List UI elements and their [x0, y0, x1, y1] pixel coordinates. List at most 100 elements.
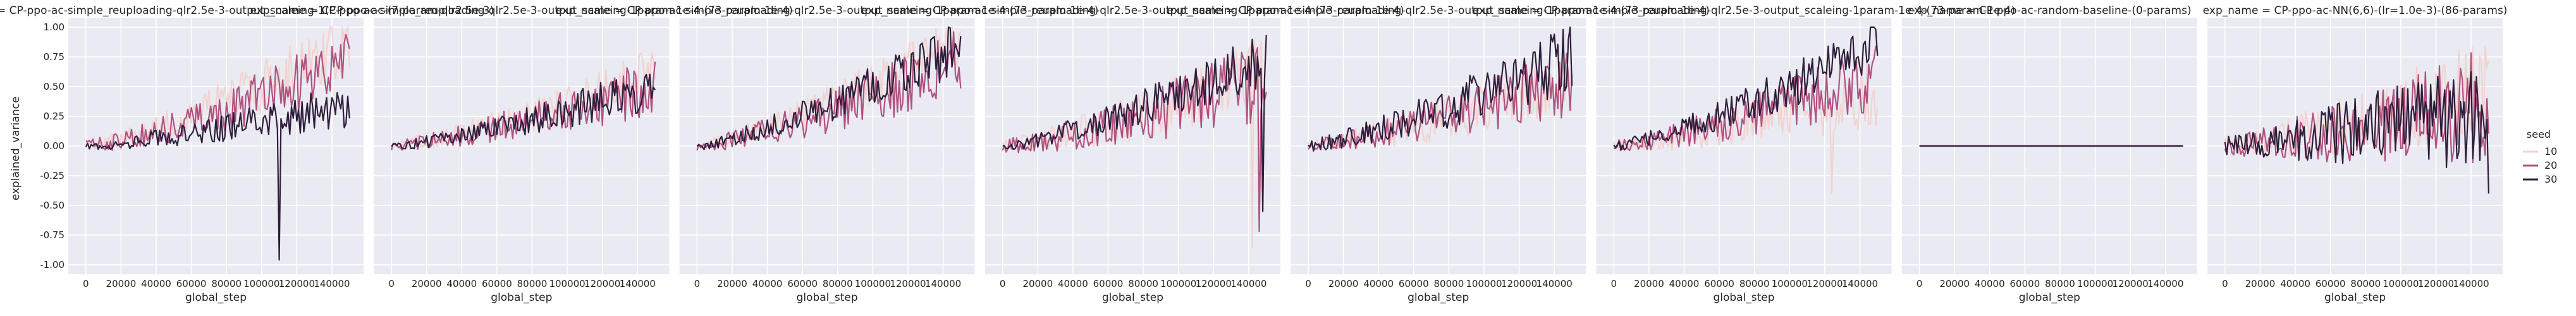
facet-panel: 0 20000 40000 60000 80000 100000120000140000g… — [861, 4, 1404, 304]
x-tick-label: 60000 — [1399, 278, 1429, 289]
x-axis-label: global_step — [1408, 291, 1469, 304]
x-tick-label: 80000 — [211, 278, 242, 289]
x-tick-label: 120000 — [584, 278, 620, 289]
panel-title: exp_name = CP-ppo-ac-simple_reuploading-… — [1473, 4, 2015, 17]
x-tick-label: 120000 — [890, 278, 926, 289]
series-line-seed-20 — [1002, 47, 1267, 233]
legend: seed 10 20 30 — [2523, 128, 2557, 185]
panel-title: exp_name = CP-ppo-ac-NN(6,6)-(lr=1.0e-3)… — [2203, 4, 2508, 17]
x-tick-label: 0 — [1611, 278, 1617, 289]
y-tick-label: 1.00 — [44, 21, 64, 33]
facet-panel: 0 20000 40000 60000 80000 100000120000140000g… — [1901, 4, 2197, 304]
series-line-seed-30 — [2224, 71, 2489, 194]
x-tick-label: 120000 — [1501, 278, 1537, 289]
x-tick-label: 60000 — [1704, 278, 1734, 289]
series-line-seed-20 — [391, 61, 656, 151]
x-tick-label: 140000 — [2453, 278, 2489, 289]
x-tick-label: 100000 — [2077, 278, 2113, 289]
x-tick-label: 100000 — [855, 278, 891, 289]
x-tick-label: 140000 — [1536, 278, 1573, 289]
panel-title: exp_name = CP-ppo-ac-simple_reuploading-… — [250, 4, 793, 17]
x-tick-label: 140000 — [1842, 278, 1878, 289]
x-tick-label: 40000 — [446, 278, 477, 289]
x-tick-label: 120000 — [279, 278, 315, 289]
panel-title: exp_name = CP-ppo-ac-random-baseline-(0-… — [1908, 4, 2192, 17]
x-tick-label: 60000 — [2010, 278, 2040, 289]
panel-title: exp_name = CP-ppo-ac-simple_reuploading-… — [1167, 4, 1710, 17]
y-tick-label: -0.25 — [40, 170, 64, 181]
x-tick-label: 80000 — [1128, 278, 1158, 289]
series-line-seed-20 — [696, 31, 962, 151]
x-tick-label: 100000 — [243, 278, 279, 289]
legend-entries: 10 20 30 — [2523, 145, 2557, 185]
x-tick-label: 0 — [1000, 278, 1006, 289]
x-tick-label: 140000 — [925, 278, 961, 289]
x-tick-label: 20000 — [1328, 278, 1359, 289]
x-axis-label: global_step — [1713, 291, 1774, 304]
y-tick-label: -0.50 — [40, 200, 64, 211]
x-tick-label: 100000 — [1772, 278, 1808, 289]
x-tick-label: 0 — [1917, 278, 1923, 289]
facet-panel: 0 20000 40000 60000 80000 100000120000140000g… — [250, 4, 793, 304]
facet-panel: 0 20000 40000 60000 80000 100000120000140000g… — [556, 4, 1098, 304]
x-tick-label: 40000 — [1363, 278, 1394, 289]
y-tick-label: 0.25 — [44, 111, 64, 122]
series-line-seed-20 — [1613, 46, 1879, 152]
series-line-seed-30 — [696, 26, 962, 150]
x-tick-label: 140000 — [1230, 278, 1267, 289]
x-axis-label: global_step — [185, 291, 247, 304]
x-tick-label: 100000 — [1160, 278, 1196, 289]
x-tick-label: 20000 — [2245, 278, 2276, 289]
x-tick-label: 120000 — [1806, 278, 1843, 289]
x-tick-label: 80000 — [517, 278, 548, 289]
x-tick-label: 20000 — [1939, 278, 1970, 289]
x-axis-label: global_step — [2019, 291, 2080, 304]
x-tick-label: 120000 — [2418, 278, 2454, 289]
legend-title: seed — [2527, 128, 2551, 140]
x-tick-label: 0 — [1305, 278, 1311, 289]
series-line-seed-10 — [1307, 58, 1573, 151]
x-tick-label: 80000 — [2350, 278, 2381, 289]
legend-label-seed-20: 20 — [2544, 159, 2557, 171]
x-tick-label: 60000 — [2315, 278, 2346, 289]
y-tick-label: 0.00 — [44, 140, 64, 152]
x-tick-label: 80000 — [1739, 278, 1770, 289]
x-tick-label: 0 — [2222, 278, 2228, 289]
panel-title: exp_name = CP-ppo-ac-simple_reuploading-… — [861, 4, 1404, 17]
x-tick-label: 140000 — [2147, 278, 2183, 289]
series-line-seed-30 — [1613, 26, 1879, 151]
x-tick-label: 40000 — [1669, 278, 1700, 289]
x-tick-label: 120000 — [2113, 278, 2149, 289]
x-tick-label: 60000 — [787, 278, 818, 289]
facet-panel: 0 20000 40000 60000 80000 100000120000140000g… — [0, 4, 494, 304]
y-tick-label: -0.75 — [40, 229, 64, 241]
x-tick-label: 40000 — [752, 278, 783, 289]
x-tick-label: 80000 — [1434, 278, 1464, 289]
x-tick-label: 20000 — [1022, 278, 1053, 289]
x-tick-label: 100000 — [1466, 278, 1502, 289]
facet-panel: 0 20000 40000 60000 80000 100000120000140000g… — [2203, 4, 2508, 304]
series-line-seed-30 — [1308, 26, 1573, 152]
x-tick-label: 0 — [83, 278, 89, 289]
y-tick-label: -1.00 — [40, 259, 64, 270]
facet-panel: 0 20000 40000 60000 80000 100000120000140000g… — [1473, 4, 2015, 304]
y-tick-label: 0.50 — [44, 81, 64, 92]
x-tick-label: 60000 — [482, 278, 512, 289]
x-tick-label: 40000 — [1058, 278, 1088, 289]
facet-panel: 0 20000 40000 60000 80000 100000120000140000g… — [1167, 4, 1710, 304]
x-tick-label: 0 — [694, 278, 701, 289]
series-line-seed-30 — [85, 92, 350, 261]
x-axis-label: global_step — [491, 291, 552, 304]
series-line-seed-20 — [1308, 52, 1573, 151]
x-tick-label: 20000 — [106, 278, 137, 289]
x-tick-label: 20000 — [1634, 278, 1664, 289]
y-tick-label: 0.75 — [44, 51, 64, 63]
x-tick-label: 20000 — [717, 278, 747, 289]
series-line-seed-20 — [85, 33, 350, 151]
y-axis-label: explained_variance — [9, 97, 22, 201]
x-tick-label: 20000 — [412, 278, 442, 289]
x-tick-label: 140000 — [620, 278, 656, 289]
series-line-seed-30 — [391, 73, 656, 150]
x-axis-label: global_step — [2324, 291, 2386, 304]
